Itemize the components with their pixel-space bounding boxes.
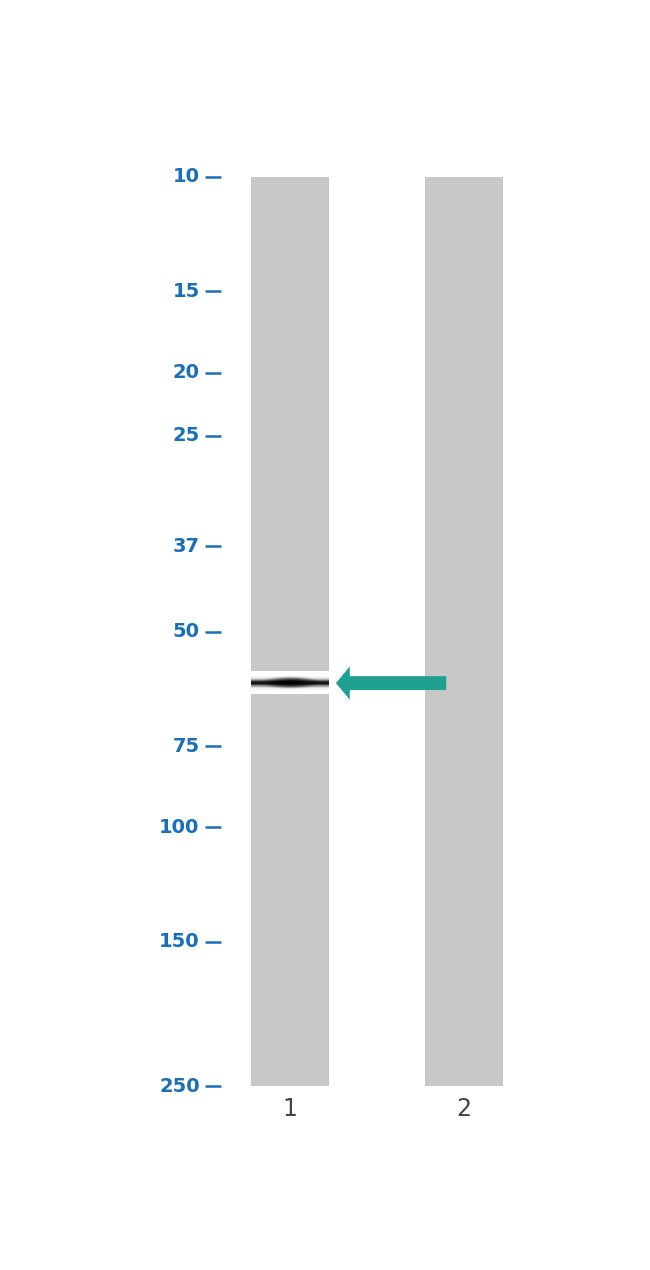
Text: 100: 100 <box>159 818 200 837</box>
Bar <box>252 177 330 1086</box>
Bar <box>425 177 503 1086</box>
Text: 50: 50 <box>173 622 200 641</box>
Text: 20: 20 <box>173 363 200 382</box>
Text: 1: 1 <box>283 1097 298 1121</box>
Text: 10: 10 <box>173 168 200 187</box>
Text: 250: 250 <box>159 1077 200 1096</box>
Text: 150: 150 <box>159 932 200 951</box>
Text: 15: 15 <box>172 282 200 301</box>
Text: 37: 37 <box>173 537 200 556</box>
Text: 2: 2 <box>456 1097 472 1121</box>
Text: 25: 25 <box>172 427 200 446</box>
Text: 75: 75 <box>172 737 200 756</box>
